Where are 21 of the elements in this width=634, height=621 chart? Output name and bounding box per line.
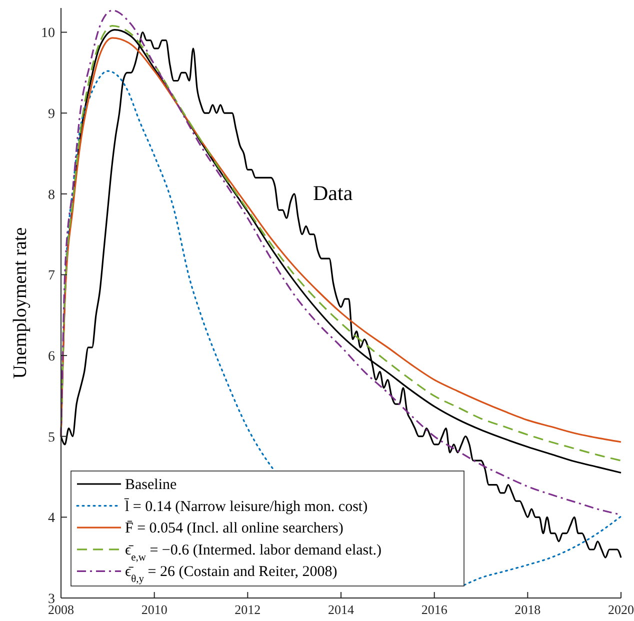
y-axis-title: Unemployment rate — [10, 227, 31, 379]
y-tick-label: 4 — [48, 511, 55, 526]
y-tick-label: 7 — [48, 268, 55, 284]
x-tick-label: 2016 — [421, 602, 448, 617]
y-tick-label: 10 — [41, 26, 55, 42]
x-tick-label: 2008 — [48, 602, 74, 617]
x-tick-label: 2018 — [514, 602, 541, 617]
legend-label: Baseline — [125, 477, 177, 493]
x-tick-label: 2020 — [608, 602, 634, 617]
legend-label: F̄ = 0.054 (Incl. all online searchers) — [125, 520, 344, 537]
annotation: Data — [313, 180, 354, 205]
legend-label: ϵ̄$_{θ,y}$ = 26 (Costain and Reiter, 2008) — [125, 564, 338, 585]
y-tick-label: 5 — [48, 430, 55, 446]
x-tick-label: 2010 — [141, 602, 168, 617]
y-tick-label: 6 — [48, 350, 55, 365]
legend-label: l̄ = 0.14 (Narrow leisure/high mon. cost) — [124, 497, 368, 515]
legend-label: ϵ̄$_{e,w}$ = −0.6 (Intermed. labor demand elast.) — [125, 542, 382, 563]
y-tick-label: 8 — [48, 188, 55, 203]
x-tick-label: 2012 — [234, 602, 261, 617]
x-tick-label: 2014 — [328, 602, 354, 617]
y-tick-label: 9 — [48, 107, 55, 122]
